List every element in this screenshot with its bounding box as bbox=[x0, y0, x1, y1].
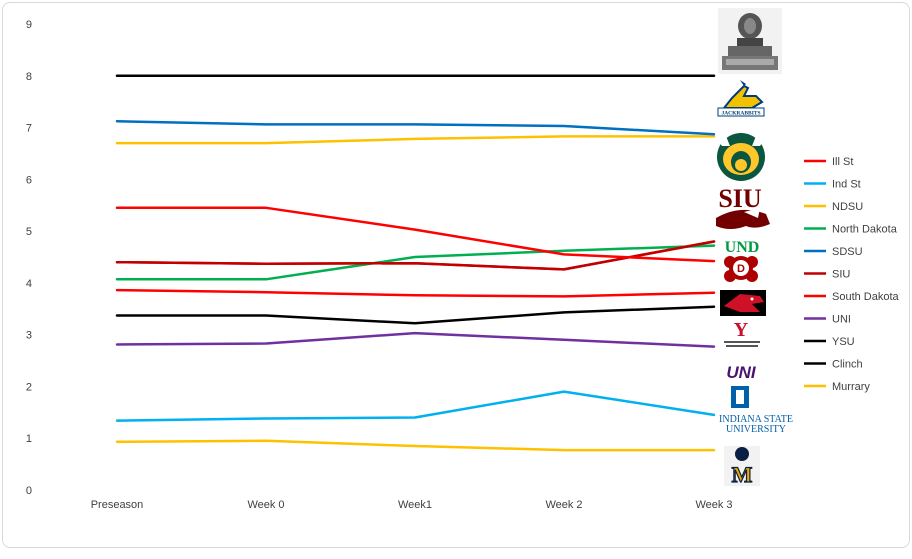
series-line-ndsu bbox=[115, 135, 716, 145]
trophy-logo bbox=[718, 8, 782, 74]
legend: Ill St Ind St NDSU North Dakota SDSU SIU South… bbox=[804, 156, 900, 393]
svg-text:UNIVERSITY: UNIVERSITY bbox=[726, 424, 786, 435]
indiana-state-logo-text: INDIANA STATE bbox=[719, 414, 793, 425]
siu-logo: SIU bbox=[716, 184, 770, 229]
legend-label: South Dakota bbox=[832, 291, 900, 303]
legend-label: Murrary bbox=[832, 381, 870, 393]
x-tick-label: Week1 bbox=[398, 499, 432, 511]
series-lines bbox=[115, 74, 716, 452]
y-tick-label: 3 bbox=[26, 330, 32, 342]
series-line-uni bbox=[115, 331, 716, 348]
y-tick-label: 4 bbox=[26, 278, 32, 290]
series-line-ill-st bbox=[115, 240, 716, 271]
und-logo: UND bbox=[725, 239, 760, 256]
series-line-south-dakota bbox=[115, 206, 716, 263]
uni-logo-text: UNI bbox=[726, 363, 757, 382]
series-line-ind-st bbox=[115, 390, 716, 422]
y-tick-label: 8 bbox=[26, 71, 32, 83]
series-line-sdsu bbox=[115, 120, 716, 136]
legend-label: YSU bbox=[832, 336, 855, 348]
legend-label: Ill St bbox=[832, 156, 853, 168]
x-tick-label: Week 2 bbox=[545, 499, 582, 511]
uni-logo: UNI bbox=[726, 363, 757, 382]
y-tick-label: 1 bbox=[26, 433, 32, 445]
logo-column: JACKRABBITS SIU UND D bbox=[716, 8, 793, 488]
legend-label: North Dakota bbox=[832, 224, 898, 236]
y-tick-label: 7 bbox=[26, 123, 32, 135]
y-tick-label: 9 bbox=[26, 19, 32, 31]
x-axis: Preseason Week 0 Week1 Week 2 Week 3 bbox=[91, 499, 733, 511]
x-tick-label: Week 3 bbox=[695, 499, 732, 511]
usd-logo: D bbox=[724, 256, 758, 282]
y-tick-label: 0 bbox=[26, 485, 32, 497]
sdsu-logo: JACKRABBITS bbox=[717, 80, 765, 117]
legend-label: UNI bbox=[832, 314, 851, 326]
series-line-north-dakota bbox=[115, 244, 716, 281]
legend-label: SIU bbox=[832, 269, 850, 281]
y-tick-label: 5 bbox=[26, 226, 32, 238]
y-tick-label: 6 bbox=[26, 174, 32, 186]
und-logo-text: UND bbox=[725, 239, 760, 256]
y-tick-label: 2 bbox=[26, 381, 32, 393]
series-line-siu bbox=[115, 240, 716, 271]
x-tick-label: Preseason bbox=[91, 499, 144, 511]
usd-logo-text: D bbox=[737, 263, 745, 275]
ysu-logo: Y bbox=[724, 319, 760, 347]
legend-label: Ind St bbox=[832, 179, 861, 191]
series-line-unlabeled bbox=[115, 288, 716, 298]
x-tick-label: Week 0 bbox=[247, 499, 284, 511]
y-axis-ticks: 0 1 2 3 4 5 6 7 8 9 bbox=[26, 19, 32, 497]
murray-logo-text: M bbox=[732, 462, 753, 487]
series-line-murrary bbox=[115, 439, 716, 452]
murray-logo: M bbox=[724, 446, 760, 488]
legend-label: SDSU bbox=[832, 246, 863, 258]
legend-label: NDSU bbox=[832, 201, 863, 213]
ysu-logo-text: Y bbox=[734, 319, 749, 341]
ndsu-logo bbox=[717, 133, 765, 181]
siu-logo-text: SIU bbox=[718, 184, 762, 213]
series-line-ysu bbox=[115, 305, 716, 325]
illinois-state-logo bbox=[720, 290, 766, 316]
indiana-state-logo: INDIANA STATE UNIVERSITY bbox=[719, 386, 793, 435]
legend-label: Clinch bbox=[832, 359, 863, 371]
sdsu-logo-text: JACKRABBITS bbox=[721, 111, 760, 117]
